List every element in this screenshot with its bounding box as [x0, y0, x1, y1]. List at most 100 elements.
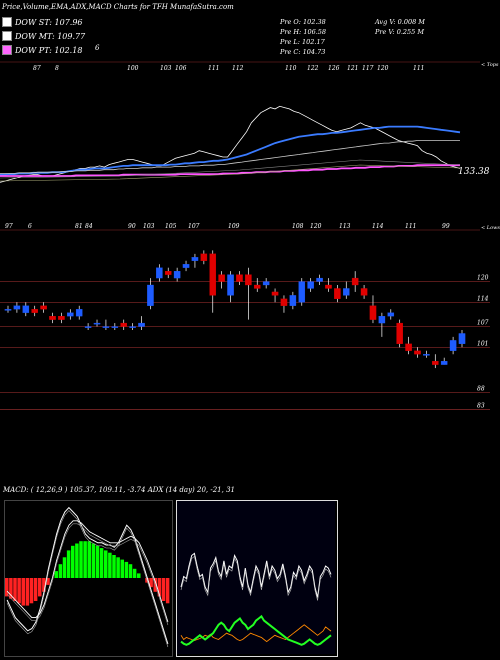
candle-body [49, 316, 56, 320]
macd-histogram-bar [108, 552, 112, 578]
stat-open: Pre O: 102.38 [280, 18, 326, 26]
macd-histogram-bar [83, 541, 87, 578]
ema-series-short [0, 125, 461, 176]
macd-panel-frame [4, 500, 173, 657]
candle-body [414, 350, 421, 355]
stat-high: Pre H: 106.58 [280, 28, 327, 36]
candle-body [440, 361, 448, 365]
macd-histogram-bar [116, 557, 120, 578]
macd-histogram-bar [149, 578, 153, 588]
macd-histogram-bar [71, 545, 75, 578]
ema-bottom-label: 105 [165, 223, 177, 230]
lows-label: < Lows [481, 225, 500, 231]
ema-top-label: 8 [55, 65, 59, 72]
candle-body [423, 354, 430, 356]
candle-body [40, 305, 47, 310]
macd-histogram-bar [25, 578, 30, 606]
candle-body [75, 309, 83, 317]
candle-body [316, 277, 323, 282]
ema-bottom-label: 109 [228, 223, 240, 230]
candle-body [360, 288, 368, 296]
macd-histogram-bar [91, 543, 96, 578]
candle-body [325, 284, 332, 289]
candle-body [405, 343, 412, 351]
candle-body [334, 288, 341, 299]
price-level-label: 83 [477, 403, 485, 410]
price-level-label: 114 [477, 295, 489, 302]
ema-top-label: 121 [347, 65, 358, 72]
ema-top-label: 111 [413, 65, 424, 72]
macd-histogram-bar [21, 578, 26, 606]
ema-series-mid [0, 140, 460, 174]
candle-body [378, 316, 386, 324]
ema-top-label: 87 [33, 65, 41, 72]
macd-histogram-bar [58, 564, 63, 578]
candle-body [173, 271, 181, 279]
ema-bottom-label: 103 [143, 223, 155, 230]
candle-body [449, 340, 457, 351]
macd-histogram-bar [99, 548, 104, 578]
ema-top-label: 103 [160, 65, 172, 72]
candle-body [262, 281, 270, 286]
adx-panel-frame [176, 500, 338, 657]
ema-top-label: 120 [377, 65, 389, 72]
legend-swatch-mt [2, 31, 12, 41]
price-level-label: 101 [477, 340, 488, 347]
ema-top-label: 117 [362, 65, 374, 72]
candle-body [236, 274, 243, 282]
candle-body [298, 281, 306, 303]
macd-histogram-bar [17, 578, 21, 604]
candle-body [138, 322, 145, 327]
macd-adx-header: MACD: ( 12,26,9 ) 105.37, 109.11, -3.74 … [3, 486, 235, 494]
ema-bottom-label: 108 [292, 223, 304, 230]
macd-signal-shadow [6, 523, 169, 626]
macd-histogram-bar [9, 578, 13, 599]
candle-body [164, 271, 172, 275]
ema-bottom-label: 6 [28, 223, 32, 230]
candle-body [432, 361, 439, 365]
candle-body [200, 253, 208, 261]
macd-histogram-bar [62, 557, 67, 578]
adx-line-shadow [180, 555, 332, 601]
macd-histogram-bar [54, 571, 59, 578]
candle-body [111, 326, 119, 328]
legend-swatch-pt [2, 45, 12, 55]
ema-bottom-label: 120 [310, 223, 322, 230]
candle-body [387, 312, 395, 317]
tops-label: < Tops [481, 62, 499, 68]
macd-histogram-bar [33, 578, 38, 601]
adx-line [180, 552, 332, 598]
macd-histogram-bar [104, 550, 108, 578]
candle-body [120, 322, 127, 327]
ema-top-label: 112 [232, 65, 244, 72]
stat-avg-volume: Avg V: 0.008 M [375, 18, 425, 26]
macd-histogram-bar [132, 568, 137, 578]
candle-body [458, 333, 466, 344]
ema-top-label: 126 [328, 65, 340, 72]
macd-histogram-bar [79, 541, 83, 578]
candle-body [58, 316, 65, 320]
candle-body [93, 322, 101, 325]
macd-histogram-bar [128, 564, 133, 578]
ema-bottom-label: 107 [188, 223, 200, 230]
candle-body [147, 284, 154, 306]
candle-body [280, 298, 288, 306]
adx-di-plus-line [180, 614, 332, 646]
macd-histogram-bar [120, 559, 125, 578]
candle-body [271, 291, 279, 296]
candle-body [369, 305, 377, 320]
candle-body [31, 309, 38, 313]
macd-histogram-bar [29, 578, 34, 604]
ema-top-label: 111 [208, 65, 219, 72]
candle-body [67, 312, 74, 317]
macd-histogram-bar [165, 578, 170, 604]
macd-histogram-bar [161, 578, 166, 601]
candle-body [156, 267, 163, 279]
candle-body [253, 284, 261, 289]
stat-pre-volume: Pre V: 0.255 M [375, 28, 425, 36]
ema-bottom-label: 97 [5, 223, 13, 230]
macd-signal-line [6, 520, 169, 623]
candle-body [4, 309, 12, 311]
candle-body [22, 305, 30, 313]
